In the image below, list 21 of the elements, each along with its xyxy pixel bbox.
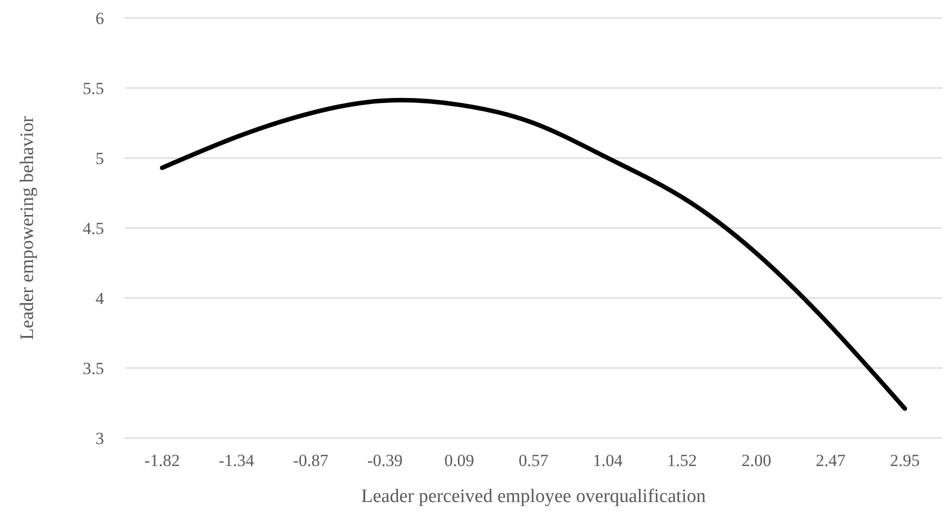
y-tick-label: 6 [96, 8, 104, 28]
x-tick-label: 1.04 [592, 451, 624, 470]
y-tick-label: 3.5 [82, 358, 104, 378]
x-tick-label: -0.87 [292, 451, 329, 470]
y-axis-title: Leader empowering behavior [17, 115, 38, 340]
y-tick-label: 5.5 [82, 78, 104, 98]
y-tick-label: 5 [96, 148, 104, 168]
y-tick-label: 3 [96, 428, 104, 448]
x-tick-label: -0.39 [367, 451, 403, 470]
x-tick-label: -1.34 [218, 451, 255, 470]
y-tick-label: 4 [96, 288, 104, 308]
x-tick-label: 1.52 [667, 451, 697, 470]
x-tick-label: 2.95 [890, 451, 920, 470]
x-tick-label: 0.57 [518, 451, 549, 470]
line-series [160, 98, 908, 411]
y-tick-label: 4.5 [82, 218, 104, 238]
x-tick-label: 2.47 [816, 451, 846, 470]
x-tick-label: 0.09 [444, 451, 474, 470]
x-tick-label: -1.82 [144, 451, 180, 470]
x-axis-title: Leader perceived employee overqualification [361, 486, 706, 507]
x-tick-label: 2.00 [741, 451, 772, 470]
